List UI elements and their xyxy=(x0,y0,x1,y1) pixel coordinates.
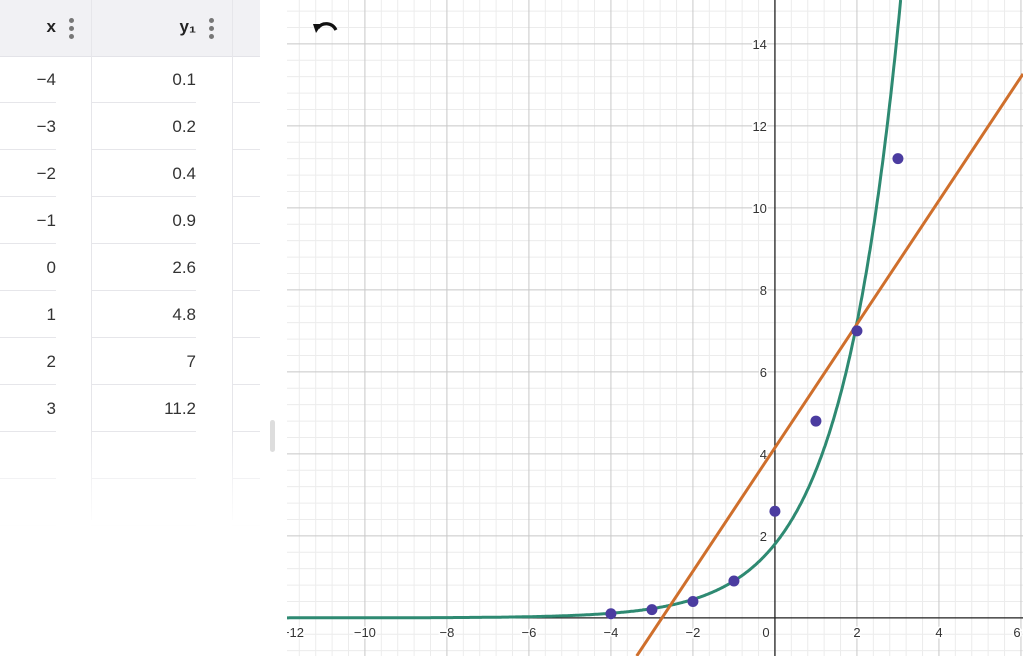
x-tick-label: 0 xyxy=(762,625,769,640)
cell-y1[interactable]: 4.8 xyxy=(91,292,196,338)
x-tick-label: −2 xyxy=(686,625,701,640)
cell-x[interactable]: 0 xyxy=(0,245,56,291)
column-x-menu-icon[interactable] xyxy=(69,18,75,40)
undo-arrow-icon[interactable] xyxy=(310,14,342,42)
cell-extra[interactable] xyxy=(232,292,260,338)
y-tick-label: 2 xyxy=(760,529,767,544)
column-x xyxy=(0,0,92,520)
data-point xyxy=(605,608,617,620)
table-header xyxy=(0,0,260,57)
graph-canvas[interactable]: −12 −10 −8 −6 −4 −2 0 2 4 6 2 4 6 8 10 12 14 xyxy=(287,0,1023,656)
linear-regression-line xyxy=(635,73,1023,656)
x-tick-label: 2 xyxy=(853,625,860,640)
x-tick-label: −6 xyxy=(522,625,537,640)
cell-extra[interactable] xyxy=(232,151,260,197)
x-tick-label: 4 xyxy=(935,625,942,640)
table-panel: x y₁ −4 0.1 −3 0.2 −2 0.4 −1 0.9 0 2.6 1 4.8 2 7 3 11.2 xyxy=(0,0,260,656)
cell-x[interactable]: 2 xyxy=(0,339,56,385)
cell-y1[interactable]: 0.1 xyxy=(91,57,196,103)
data-point xyxy=(728,575,740,587)
cell-extra[interactable] xyxy=(232,386,260,432)
data-point xyxy=(810,415,822,427)
cell-y1[interactable]: 0.9 xyxy=(91,198,196,244)
cell-x[interactable]: 1 xyxy=(0,292,56,338)
cell-extra[interactable] xyxy=(232,339,260,385)
x-tick-label: −12 xyxy=(287,625,304,640)
panel-resize-handle[interactable] xyxy=(270,420,275,452)
data-point xyxy=(892,153,904,165)
cell-x[interactable]: −3 xyxy=(0,104,56,150)
y-tick-label: 14 xyxy=(752,37,766,52)
data-point xyxy=(687,595,699,607)
column-y1-menu-icon[interactable] xyxy=(209,18,215,40)
y-tick-label: 6 xyxy=(760,365,767,380)
cell-x[interactable]: −2 xyxy=(0,151,56,197)
cell-x[interactable]: 3 xyxy=(0,386,56,432)
cell-y1[interactable]: 7 xyxy=(91,339,196,385)
y-tick-label: 4 xyxy=(760,447,767,462)
cell-y1[interactable]: 0.4 xyxy=(91,151,196,197)
x-tick-label: −10 xyxy=(354,625,376,640)
cell-y1[interactable]: 2.6 xyxy=(91,245,196,291)
cell-y1[interactable]: 0.2 xyxy=(91,104,196,150)
exponential-regression-curve xyxy=(287,0,903,620)
column-y1 xyxy=(91,0,233,520)
x-tick-label: −8 xyxy=(439,625,454,640)
cell-x[interactable]: −4 xyxy=(0,57,56,103)
cell-extra[interactable] xyxy=(232,198,260,244)
y-tick-label: 12 xyxy=(752,119,766,134)
cell-x[interactable]: −1 xyxy=(0,198,56,244)
data-point xyxy=(646,604,658,616)
header-x[interactable]: x xyxy=(46,17,56,36)
y-tick-label: 10 xyxy=(752,201,766,216)
header-y1[interactable]: y₁ xyxy=(179,17,197,36)
x-tick-label: 6 xyxy=(1013,625,1020,640)
data-point xyxy=(769,505,781,517)
table-fade xyxy=(0,430,260,530)
x-tick-label: −4 xyxy=(604,625,619,640)
y-tick-label: 8 xyxy=(760,283,767,298)
data-point xyxy=(851,325,863,337)
cell-y1[interactable]: 11.2 xyxy=(91,386,196,432)
cell-extra[interactable] xyxy=(232,245,260,291)
cell-extra[interactable] xyxy=(232,57,260,103)
cell-extra[interactable] xyxy=(232,104,260,150)
